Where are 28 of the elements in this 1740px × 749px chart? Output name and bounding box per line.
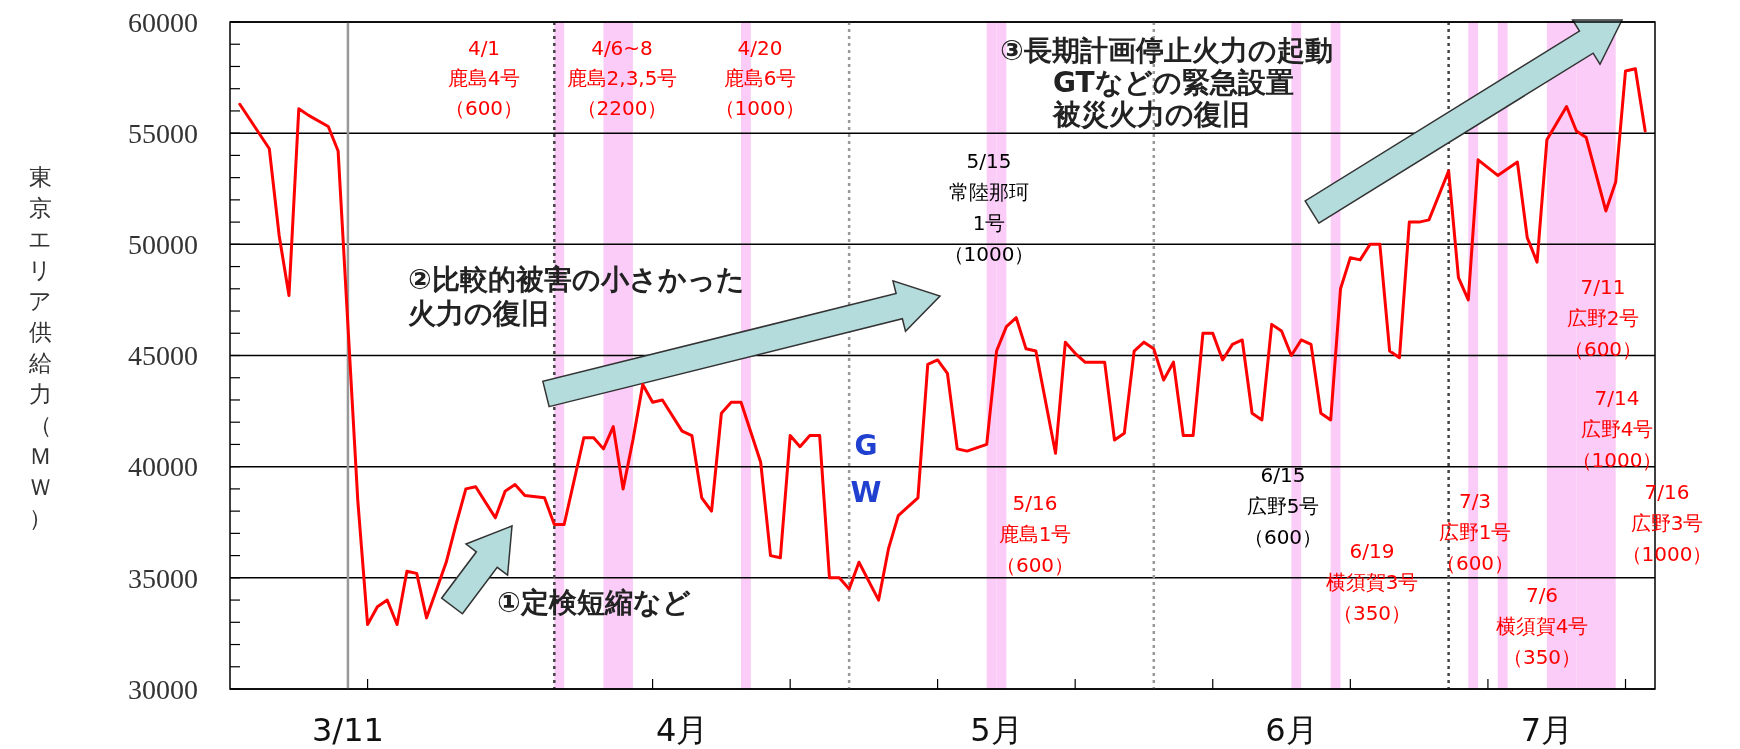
y-tick-label: 50000 (128, 229, 198, 261)
y-tick-label: 30000 (128, 673, 198, 705)
annotation: ①定検短縮など (497, 586, 691, 619)
y-tick-label: 35000 (128, 562, 198, 594)
band-label: 7/6 横須賀4号（350） (1495, 583, 1589, 669)
band-label: 5/15 常陸那珂1号（1000） (943, 149, 1035, 266)
x-tick-label: 3/11 (312, 711, 384, 749)
annotation: GW (850, 429, 882, 509)
band-label: 4/1 鹿島4号（600） (444, 36, 524, 120)
band-label: 7/11 広野2号（600） (1563, 275, 1643, 361)
band-label: 4/6~8 鹿島2,3,5号（2200） (566, 36, 678, 120)
y-tick-label: 60000 (128, 6, 198, 38)
x-tick-label: 6月 (1265, 711, 1318, 749)
annotation: ③長期計画停止火力の起動GTなどの緊急設置被災火力の復旧 (1000, 34, 1333, 131)
band-label: 6/19 横須賀3号（350） (1325, 539, 1419, 625)
band-label: 4/20 鹿島6号（1000） (714, 36, 806, 120)
band-label: 7/3 広野1号（600） (1435, 489, 1515, 575)
band-label: 7/14 広野4号（1000） (1571, 386, 1663, 472)
x-tick-label: 5月 (970, 711, 1023, 749)
x-tick-label: 7月 (1520, 711, 1574, 749)
y-tick-label: 40000 (128, 451, 198, 483)
text: 東京エリア供給力（ＭＷ） (28, 165, 52, 531)
x-tick-label: 4月 (655, 711, 709, 749)
annotation: ②比較的被害の小さかった火力の復旧 (408, 263, 745, 330)
y-tick-label: 55000 (128, 117, 198, 149)
band-label: 6/15 広野5号（600） (1243, 463, 1323, 549)
y-tick-label: 45000 (128, 340, 198, 372)
band-label: 5/16 鹿島1号（600） (995, 491, 1075, 577)
